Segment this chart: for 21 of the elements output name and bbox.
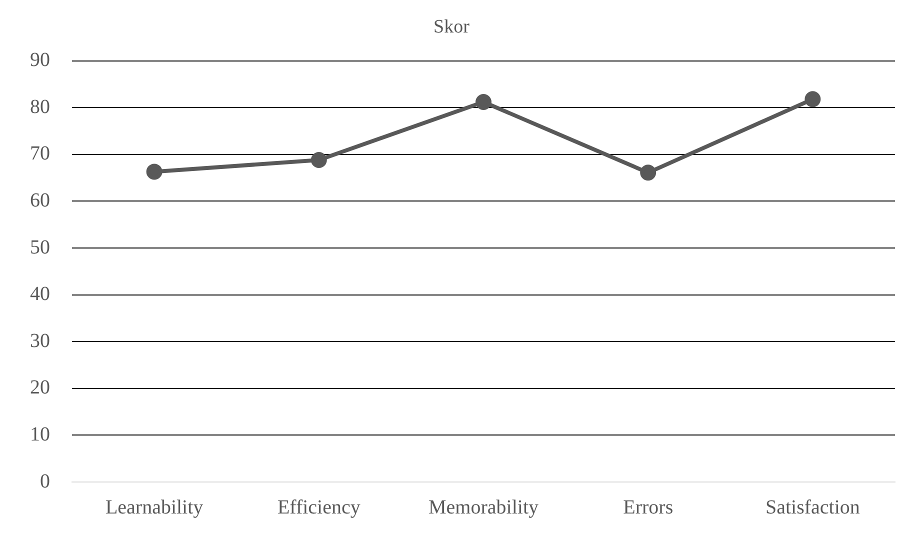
point — [476, 94, 492, 110]
chart-title: Skor — [434, 16, 470, 38]
x-tick-label: Memorability — [428, 496, 538, 518]
point — [146, 164, 162, 180]
y-tick-label: 20 — [30, 376, 50, 399]
y-tick-label: 80 — [30, 96, 50, 118]
y-tick-label: 30 — [30, 330, 50, 352]
x-tick-label: Efficiency — [277, 496, 360, 518]
y-tick-label: 0 — [40, 470, 50, 492]
y-tick-label: 90 — [30, 49, 50, 72]
x-tick-label: Learnability — [105, 496, 204, 518]
point — [310, 152, 327, 168]
x-tick-label: Satisfaction — [765, 496, 860, 518]
y-tick-label: 10 — [30, 423, 50, 446]
y-tick-label: 50 — [30, 236, 50, 258]
point — [640, 164, 656, 181]
y-tick-label: 60 — [30, 189, 50, 212]
y-tick-label: 40 — [30, 283, 50, 306]
y-tick-label: 70 — [30, 142, 50, 165]
x-tick-label: Errors — [623, 496, 674, 518]
point — [804, 91, 821, 108]
